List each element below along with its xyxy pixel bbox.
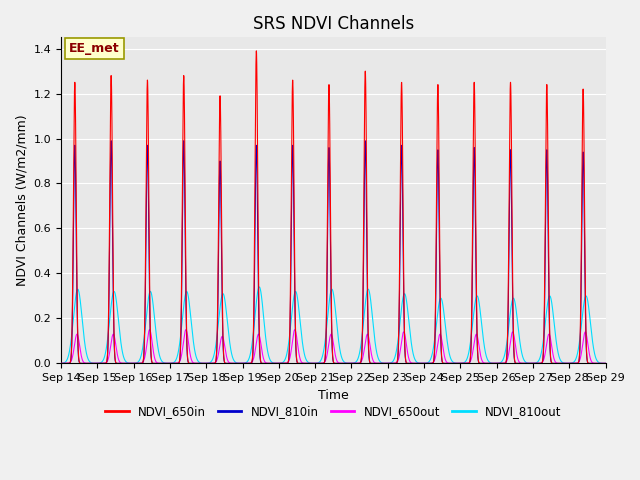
NDVI_650in [253,48,260,54]
NDVI_650in [486,360,493,366]
NDVI_810in [108,138,115,144]
Text: EE_met: EE_met [69,42,120,55]
Title: SRS NDVI Channels: SRS NDVI Channels [253,15,414,33]
NDVI_810in [57,360,65,366]
NDVI_810out [408,348,416,353]
NDVI_810out [255,284,263,290]
NDVI_650out [602,360,609,366]
NDVI_650out [261,359,269,365]
NDVI_650in [408,360,416,366]
NDVI_810out [57,360,65,366]
NDVI_650out [600,360,607,366]
NDVI_650in [57,360,65,366]
NDVI_650in [173,360,181,366]
NDVI_650out [173,360,181,366]
NDVI_650in [168,360,175,366]
NDVI_810in [261,360,269,366]
NDVI_650in [602,360,609,366]
Line: NDVI_810out: NDVI_810out [61,287,605,363]
NDVI_650in [600,360,607,366]
NDVI_810out [168,360,175,366]
NDVI_650out [146,327,154,333]
Line: NDVI_650in: NDVI_650in [61,51,605,363]
NDVI_810out [600,360,607,366]
NDVI_810in [173,360,181,366]
NDVI_650in [261,360,269,366]
NDVI_810out [486,360,493,365]
NDVI_810in [600,360,607,366]
NDVI_810out [173,352,181,358]
NDVI_810in [602,360,609,366]
NDVI_650out [408,360,416,366]
Y-axis label: NDVI Channels (W/m2/mm): NDVI Channels (W/m2/mm) [15,115,28,286]
NDVI_810in [486,360,493,366]
NDVI_650out [57,360,65,366]
NDVI_810in [408,360,416,366]
NDVI_810out [261,328,269,334]
NDVI_650out [486,360,493,366]
NDVI_810in [168,360,176,366]
Legend: NDVI_650in, NDVI_810in, NDVI_650out, NDVI_810out: NDVI_650in, NDVI_810in, NDVI_650out, NDV… [100,400,566,423]
X-axis label: Time: Time [318,389,349,402]
Line: NDVI_810in: NDVI_810in [61,141,605,363]
NDVI_810out [602,360,609,366]
NDVI_650out [168,360,176,366]
Line: NDVI_650out: NDVI_650out [61,330,605,363]
